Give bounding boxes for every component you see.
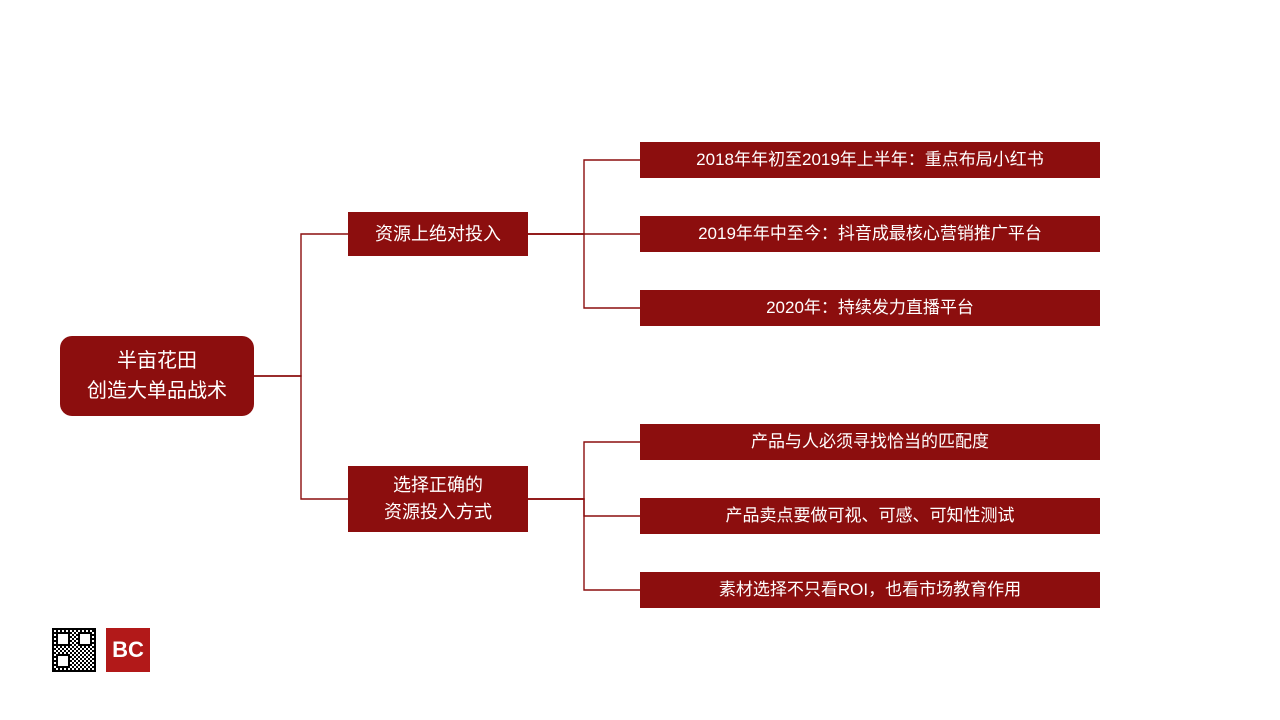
leaf-node: 2018年年初至2019年上半年：重点布局小红书 [640,142,1100,178]
mid1-line2: 资源投入方式 [384,502,492,522]
root-node: 半亩花田 创造大单品战术 [60,336,254,416]
mid1-line1: 选择正确的 [393,475,483,495]
mid-node-resource: 资源上绝对投入 [348,212,528,256]
logo-text: BC [112,637,144,663]
leaf-node: 2019年年中至今：抖音成最核心营销推广平台 [640,216,1100,252]
mid0-line1: 资源上绝对投入 [375,224,501,244]
root-line1: 半亩花田 [117,350,197,372]
mid-node-method: 选择正确的 资源投入方式 [348,466,528,532]
brand-logo: BC [106,628,150,672]
leaf-node: 素材选择不只看ROI，也看市场教育作用 [640,572,1100,608]
qr-code-icon [52,628,96,672]
leaf-node: 产品卖点要做可视、可感、可知性测试 [640,498,1100,534]
leaf-node: 产品与人必须寻找恰当的匹配度 [640,424,1100,460]
leaf-node: 2020年：持续发力直播平台 [640,290,1100,326]
root-line2: 创造大单品战术 [87,380,227,402]
footer: BC [52,628,150,672]
